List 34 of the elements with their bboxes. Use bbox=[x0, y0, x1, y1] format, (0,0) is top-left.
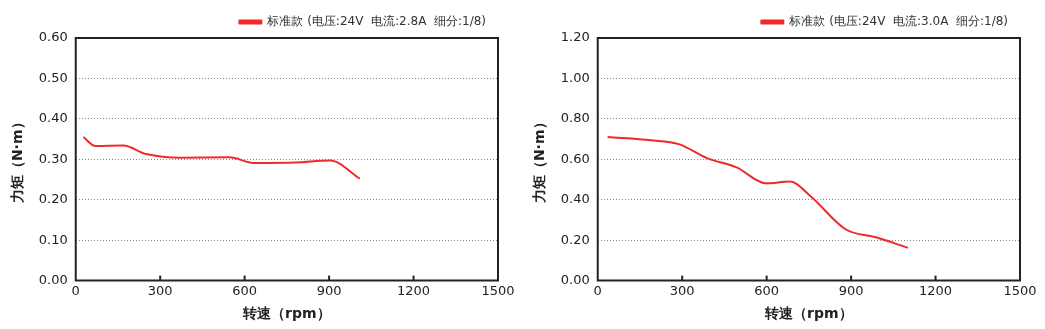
legend-label: 标准款 (电压:24V 电流:2.8A 细分:1/8) bbox=[266, 14, 487, 29]
x-axis-title: 转速（rpm） bbox=[764, 305, 853, 322]
x-tick-label: 600 bbox=[754, 282, 780, 298]
y-tick-label: 1.20 bbox=[560, 29, 590, 45]
y-tick-label: 0.40 bbox=[38, 110, 68, 126]
x-axis-title: 转速（rpm） bbox=[242, 305, 331, 322]
y-tick-label: 0.50 bbox=[38, 69, 68, 85]
y-axis-title: 力矩（N·m） bbox=[9, 115, 26, 205]
y-tick-label: 0.00 bbox=[38, 271, 68, 287]
line-series bbox=[606, 136, 909, 249]
x-tick-label: 1200 bbox=[919, 282, 953, 298]
x-tick-label: 0 bbox=[71, 282, 80, 298]
x-tick-label: 300 bbox=[669, 282, 695, 298]
y-tick-label: 0.30 bbox=[38, 150, 68, 166]
x-tick-label: 900 bbox=[316, 282, 342, 298]
line-series bbox=[82, 136, 361, 180]
y-tick-label: 1.00 bbox=[560, 69, 590, 85]
y-tick-label: 0.10 bbox=[38, 231, 68, 247]
x-tick-label: 600 bbox=[232, 282, 258, 298]
y-tick-label: 0.20 bbox=[560, 231, 590, 247]
y-tick-label: 0.00 bbox=[560, 271, 590, 287]
x-tick-label: 300 bbox=[147, 282, 173, 298]
x-tick-label: 1500 bbox=[481, 282, 515, 298]
y-tick-label: 0.80 bbox=[560, 110, 590, 126]
y-axis-title: 力矩（N·m） bbox=[531, 115, 548, 205]
y-tick-label: 0.60 bbox=[560, 150, 590, 166]
x-tick-label: 1500 bbox=[1003, 282, 1037, 298]
y-tick-label: 0.60 bbox=[38, 29, 68, 45]
x-tick-label: 0 bbox=[593, 282, 602, 298]
x-tick-label: 1200 bbox=[397, 282, 431, 298]
y-tick-label: 0.40 bbox=[560, 191, 590, 207]
x-tick-label: 900 bbox=[838, 282, 864, 298]
y-tick-label: 0.20 bbox=[38, 191, 68, 207]
legend-label: 标准款 (电压:24V 电流:3.0A 细分:1/8) bbox=[788, 14, 1009, 29]
